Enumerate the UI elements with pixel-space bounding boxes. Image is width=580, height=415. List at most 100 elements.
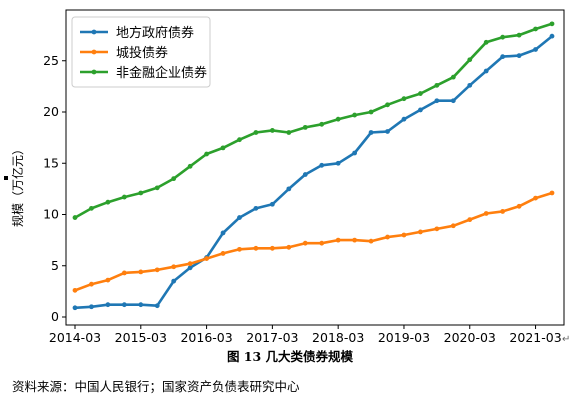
x-tick-label: 2018-03 [312, 330, 364, 345]
data-point [401, 116, 407, 122]
data-point [171, 176, 177, 182]
series-line-3 [74, 22, 553, 219]
data-point [516, 32, 522, 38]
legend-label: 非金融企业债券 [116, 65, 207, 81]
y-tick-label: 10 [43, 207, 59, 222]
data-point [286, 130, 292, 135]
data-point [187, 265, 193, 271]
data-point [121, 194, 127, 200]
data-point [154, 303, 160, 309]
data-point [204, 256, 209, 261]
data-point [533, 195, 538, 201]
data-point [483, 211, 489, 216]
x-tick-label: 2017-03 [246, 330, 298, 345]
data-point [171, 264, 177, 270]
data-point [253, 245, 259, 251]
data-point [121, 302, 127, 308]
data-point [138, 302, 144, 308]
x-tick-label: 2019-03 [378, 330, 430, 345]
data-point [72, 287, 78, 293]
data-point [352, 112, 358, 118]
series-lines [72, 21, 555, 311]
bullet-marker [4, 176, 8, 180]
x-tick-label: 2015-03 [115, 330, 167, 345]
legend-marker [91, 49, 97, 55]
data-point [434, 226, 440, 232]
data-point [500, 54, 506, 60]
data-point [154, 185, 160, 191]
data-point [418, 229, 423, 235]
data-point [335, 160, 341, 166]
x-tick-label: 2016-03 [180, 330, 232, 345]
data-point [450, 223, 456, 229]
data-point [533, 26, 538, 32]
data-point [187, 163, 193, 169]
y-tick-label: 0 [51, 309, 59, 324]
data-point [302, 240, 308, 246]
data-point [138, 269, 144, 275]
data-point [204, 151, 209, 157]
data-point [319, 121, 325, 127]
data-point [269, 245, 275, 251]
data-point [467, 57, 473, 63]
paragraph-mark: ↵ [562, 334, 571, 345]
data-point [286, 244, 292, 250]
data-point [368, 130, 374, 135]
data-point [483, 39, 489, 45]
data-point [385, 102, 390, 108]
data-point [335, 237, 341, 243]
data-point [220, 145, 226, 151]
data-point [434, 82, 440, 88]
data-point [302, 124, 308, 130]
data-point [352, 150, 358, 156]
data-point [72, 305, 78, 311]
legend-marker [91, 69, 97, 75]
data-point [549, 21, 555, 27]
data-point [269, 201, 275, 207]
data-point [450, 74, 456, 80]
data-point [549, 190, 555, 196]
data-point [237, 246, 242, 252]
data-point [138, 190, 144, 196]
legend-label: 地方政府债券 [116, 25, 194, 41]
x-axis: 2014-03 2015-03 2016-03 2017-03 2018-03 2019-… [49, 325, 562, 345]
data-point [121, 270, 127, 276]
data-point [89, 281, 94, 287]
legend-marker [91, 29, 97, 35]
data-point [500, 34, 506, 40]
source-note: 资料来源：中国人民银行；国家资产负债表研究中心 [12, 379, 300, 394]
y-tick-label: 20 [43, 104, 59, 119]
y-tick-label: 25 [43, 53, 59, 68]
data-point [237, 137, 242, 143]
data-point [533, 47, 538, 52]
x-tick-label: 2020-03 [444, 330, 496, 345]
data-point [72, 215, 78, 220]
data-point [187, 261, 193, 267]
data-point [286, 186, 292, 192]
data-point [154, 267, 160, 273]
legend-box [71, 16, 211, 88]
data-point [385, 129, 390, 134]
figure-caption: 图 13 几大类债券规模 [226, 349, 354, 364]
data-point [105, 277, 111, 283]
data-point [89, 205, 94, 211]
data-point [401, 96, 407, 102]
data-point [385, 234, 390, 240]
data-point [500, 209, 506, 214]
data-point [516, 53, 522, 59]
data-point [105, 199, 111, 205]
data-point [450, 98, 456, 104]
x-tick-label: 2021-03 [509, 330, 561, 345]
y-axis: 0 5 10 15 20 25 [43, 53, 66, 324]
data-point [434, 98, 440, 104]
data-point [220, 251, 226, 256]
data-point [467, 217, 473, 223]
series-line-2 [74, 191, 553, 292]
data-point [368, 109, 374, 115]
data-point [302, 172, 308, 177]
data-point [418, 107, 423, 113]
data-point [516, 203, 522, 209]
data-point [467, 82, 473, 88]
